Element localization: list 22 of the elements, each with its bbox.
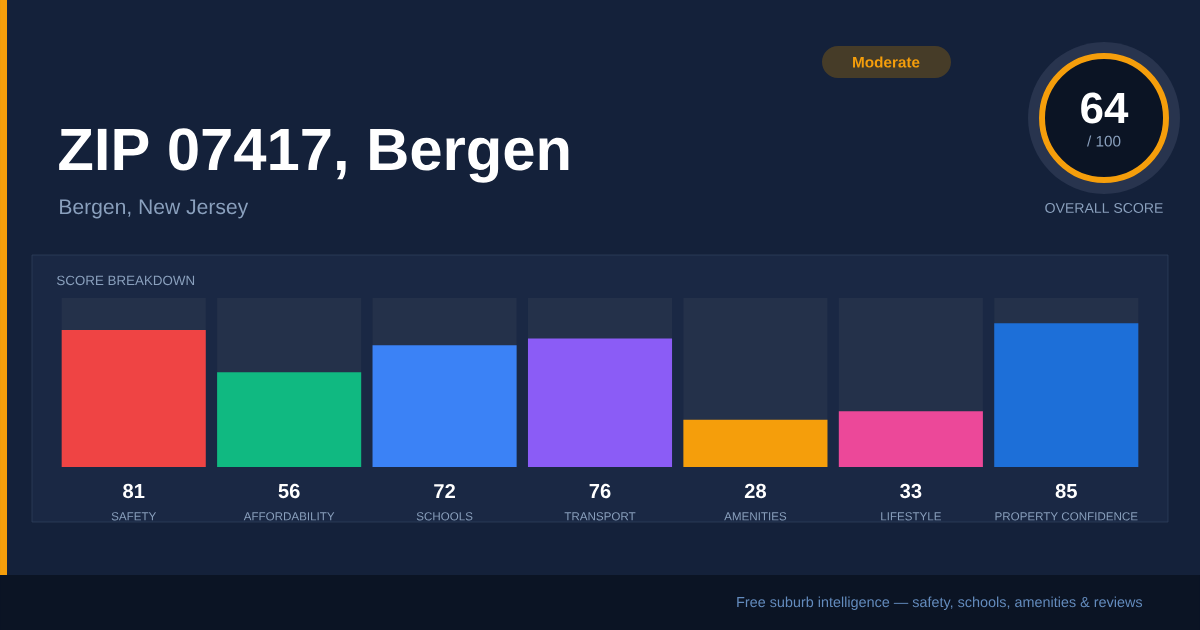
- data-label: 33: [900, 483, 922, 499]
- x-tick-label: LIFESTYLE: [881, 512, 941, 521]
- text: / 100: [1087, 135, 1121, 147]
- data-label: 28: [744, 483, 767, 499]
- data-label: 76: [589, 483, 611, 499]
- data-label: 81: [123, 483, 145, 499]
- data-label: 85: [1055, 483, 1077, 499]
- x-tick-label: AMENITIES: [724, 512, 787, 521]
- text: OVERALL SCORE: [1045, 203, 1163, 213]
- chart-subtitle: Bergen, New Jersey: [60, 199, 249, 219]
- text: SCORE BREAKDOWN: [56, 275, 195, 286]
- x-tick-label: SCHOOLS: [416, 512, 473, 521]
- data-label: 72: [434, 483, 455, 499]
- data-label: 56: [278, 483, 300, 499]
- x-tick-label: AFFORDABILITY: [243, 512, 335, 521]
- text: Moderate: [853, 56, 920, 68]
- x-tick-label: PROPERTY CONFIDENCE: [995, 512, 1138, 521]
- text: Free suburb intelligence — safety, schools, amenities & reviews: [737, 596, 1143, 610]
- chart-title: ZIP 07417, Bergen: [59, 128, 569, 183]
- text: 64: [1081, 92, 1129, 124]
- x-tick-label: SAFETY: [111, 512, 157, 521]
- x-tick-label: TRANSPORT: [564, 512, 636, 521]
